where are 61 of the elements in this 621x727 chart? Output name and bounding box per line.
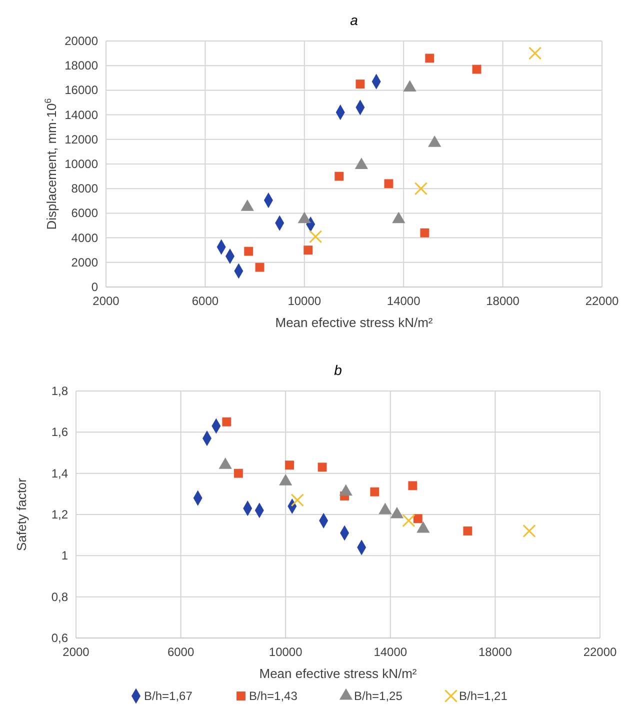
point xyxy=(308,230,322,244)
point xyxy=(244,246,254,256)
y-tick-label: 14000 xyxy=(64,108,98,122)
legend-label: B/h=1,25 xyxy=(354,689,403,703)
y-tick-label: 0 xyxy=(91,280,98,294)
chart-title: a xyxy=(350,12,358,28)
chart-title: b xyxy=(334,362,342,378)
x-tick-label: 18000 xyxy=(478,645,512,659)
y-tick-label: 1,4 xyxy=(51,466,68,480)
point xyxy=(420,228,430,238)
y-tick-label: 1 xyxy=(61,548,68,563)
point xyxy=(356,80,365,89)
x-axis-title: Mean efective stress kN/m² xyxy=(275,315,434,330)
x-tick-label: 6000 xyxy=(192,294,219,308)
point xyxy=(285,460,294,470)
y-tick-label: 2000 xyxy=(71,255,98,270)
point xyxy=(255,262,264,272)
y-tick-label: 16000 xyxy=(64,83,98,98)
x-tick-label: 18000 xyxy=(486,294,520,308)
y-tick-label: 1,6 xyxy=(51,425,68,440)
y-tick-label: 1,2 xyxy=(51,508,68,522)
point xyxy=(290,493,304,507)
point xyxy=(528,46,542,60)
y-tick-label: 18000 xyxy=(64,58,98,73)
y-tick-label: 12000 xyxy=(64,132,98,146)
point xyxy=(334,172,344,181)
point xyxy=(304,246,313,255)
point xyxy=(463,526,472,536)
point xyxy=(408,481,418,490)
x-tick-label: 10000 xyxy=(288,294,322,308)
x-tick-label: 22000 xyxy=(583,645,618,659)
y-tick-label: 6000 xyxy=(71,206,98,220)
legend-label: B/h=1,67 xyxy=(144,689,193,703)
y-tick-label: 10000 xyxy=(64,157,98,171)
y-tick-label: 0,6 xyxy=(51,631,68,645)
y-axis-title: Safety factor xyxy=(14,477,29,551)
point xyxy=(414,182,428,196)
y-tick-label: 8000 xyxy=(71,182,98,196)
x-tick-label: 6000 xyxy=(167,645,194,659)
x-tick-label: 2000 xyxy=(92,294,120,308)
point xyxy=(522,524,536,538)
x-tick-label: 14000 xyxy=(386,294,421,308)
x-tick-label: 14000 xyxy=(374,645,408,659)
y-tick-label: 1,8 xyxy=(51,384,68,398)
point xyxy=(318,462,327,472)
legend-label: B/h=1,43 xyxy=(249,689,298,703)
point xyxy=(370,487,380,496)
point xyxy=(413,514,422,524)
point xyxy=(222,417,232,426)
point xyxy=(234,468,243,478)
point xyxy=(472,64,482,74)
x-axis-title: Mean efective stress kN/m² xyxy=(259,666,418,681)
legend-label: B/h=1,21 xyxy=(459,689,508,703)
y-tick-label: 20000 xyxy=(64,34,98,48)
y-tick-label: 4000 xyxy=(71,230,98,245)
x-tick-label: 22000 xyxy=(585,294,620,308)
y-tick-label: 0,8 xyxy=(51,590,68,604)
point xyxy=(402,514,416,528)
point xyxy=(425,54,434,63)
point xyxy=(384,179,394,188)
x-tick-label: 10000 xyxy=(268,645,303,659)
